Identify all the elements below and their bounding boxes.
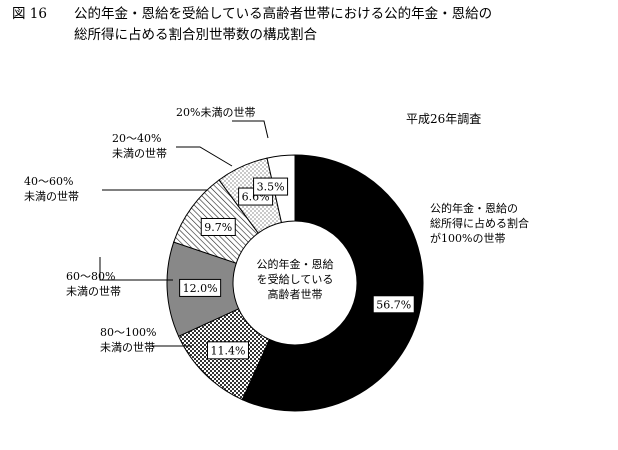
chart-title: 図 16 公的年金・恩給を受給している高齢者世帯における公的年金・恩給の 総所得に… (12, 4, 612, 46)
value-label-box (179, 278, 222, 297)
survey-note: 平成26年調査 (406, 112, 482, 126)
value-label: 3.5% (257, 181, 285, 194)
center-label: 公的年金・恩給 (257, 257, 334, 271)
leader-line (176, 146, 233, 167)
category-label: 公的年金・恩給の (430, 201, 518, 215)
value-label-box (253, 177, 289, 196)
value-label: 11.4% (211, 344, 246, 357)
figure-number: 図 16 (12, 6, 47, 22)
category-label: 20～40% (112, 132, 161, 145)
center-label: 高齢者世帯 (268, 287, 323, 301)
category-label: 40～60% (24, 175, 73, 188)
category-label: が100%の世帯 (430, 231, 505, 245)
center-label: を受給している (257, 272, 334, 286)
category-label: 未満の世帯 (66, 285, 121, 298)
value-label: 56.7% (376, 298, 411, 311)
category-label: 60～80% (66, 270, 115, 283)
value-label-box (206, 341, 249, 360)
category-label: 20%未満の世帯 (176, 106, 255, 119)
category-label: 80～100% (100, 326, 156, 339)
value-label-box (372, 295, 415, 314)
category-label: 未満の世帯 (100, 341, 155, 354)
value-label: 12.0% (183, 282, 218, 295)
title-line-2: 総所得に占める割合別世帯数の構成割合 (74, 27, 317, 43)
value-label: 9.7% (204, 221, 232, 234)
leader-line (232, 120, 269, 139)
category-label: 未満の世帯 (112, 147, 167, 160)
category-label: 総所得に占める割合 (430, 216, 529, 230)
category-label: 未満の世帯 (24, 190, 79, 203)
leader-line (99, 257, 173, 281)
value-label-box (200, 217, 236, 236)
title-line-1: 公的年金・恩給を受給している高齢者世帯における公的年金・恩給の (74, 6, 493, 22)
slice-100 (241, 154, 424, 412)
